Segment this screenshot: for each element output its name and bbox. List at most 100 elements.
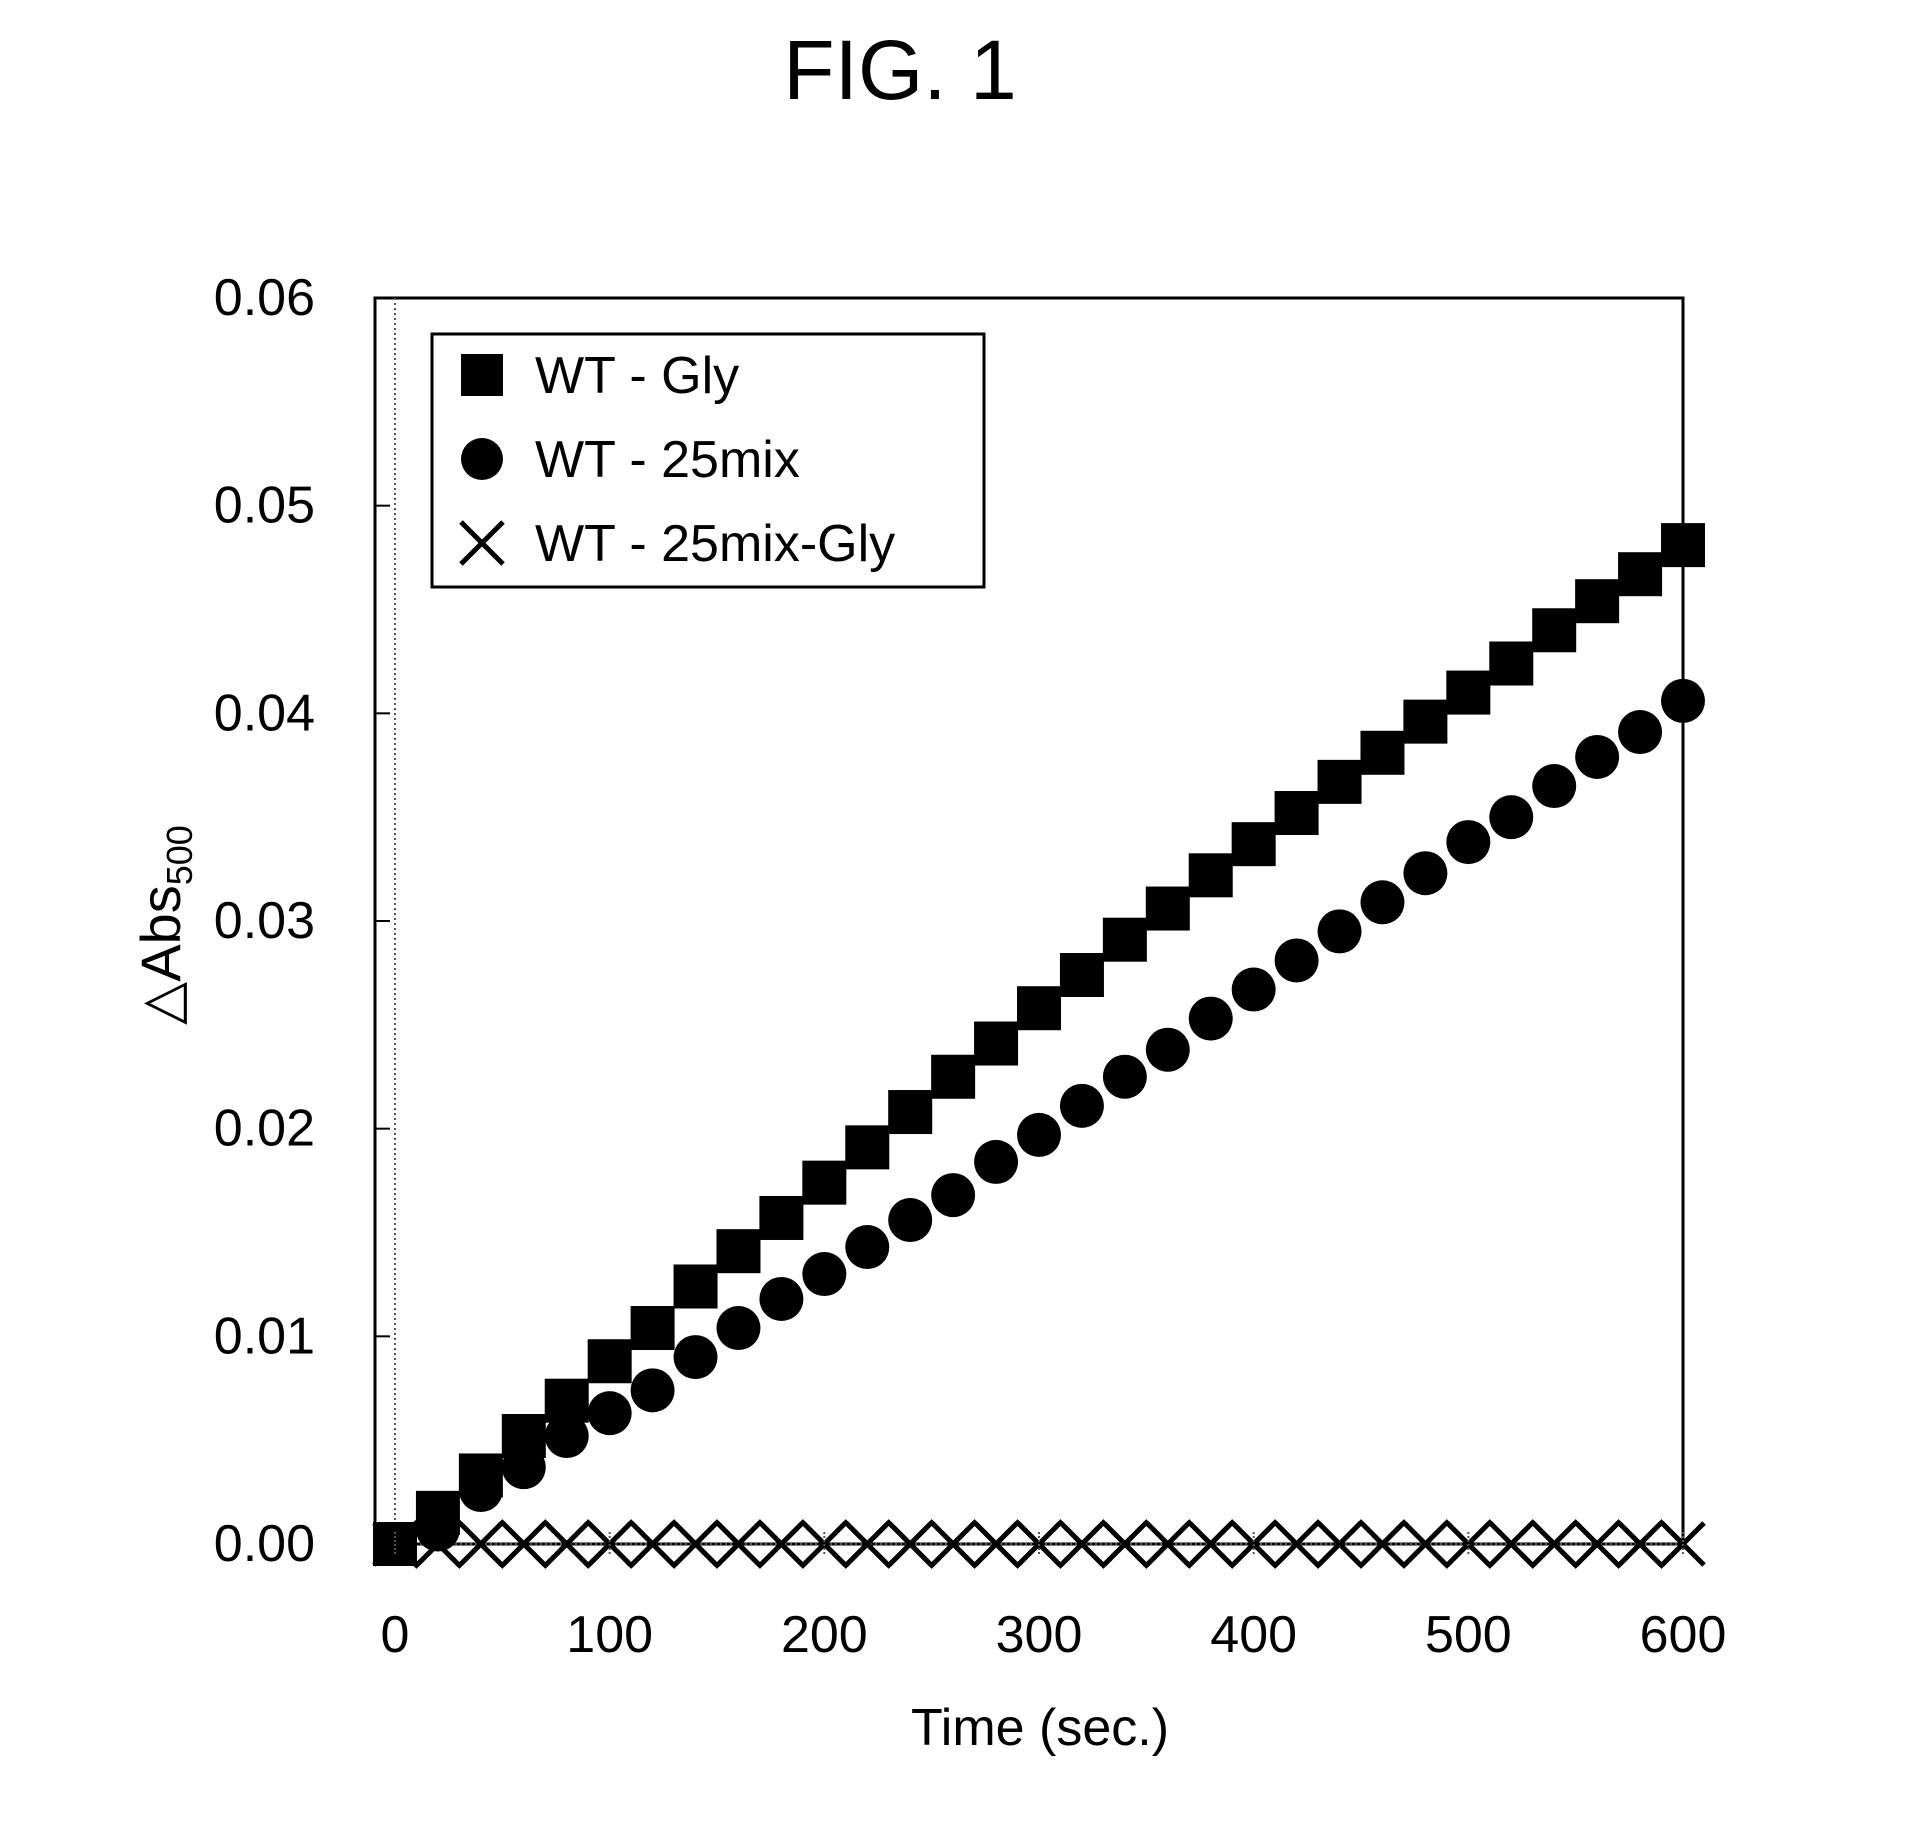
x-tick-label: 600: [1640, 1606, 1727, 1664]
data-point-circle: [1188, 996, 1233, 1041]
x-axis-label: Time (sec.): [911, 1699, 1169, 1757]
data-point-circle: [1017, 1112, 1061, 1157]
data-point-square: [1575, 579, 1620, 624]
data-point-circle: [544, 1414, 589, 1459]
x-tick-label: 400: [1210, 1606, 1297, 1664]
data-point-x: [501, 1521, 547, 1567]
data-point-circle: [974, 1139, 1019, 1184]
data-point-square: [1102, 917, 1147, 962]
data-point-x: [1187, 1521, 1234, 1567]
y-axis-label-main: △Abs: [129, 885, 192, 1025]
data-point-x: [672, 1521, 719, 1567]
data-point-x: [758, 1521, 805, 1567]
data-point-x: [1316, 1521, 1363, 1567]
data-point-circle: [630, 1368, 675, 1413]
x-tick-label: 0: [381, 1606, 410, 1664]
data-point-x-stroke: [1059, 1521, 1105, 1567]
data-point-x-stroke: [629, 1521, 676, 1567]
data-point-x: [1574, 1521, 1620, 1567]
data-point-circle: [1317, 909, 1362, 954]
data-point-x-stroke: [1102, 1521, 1148, 1567]
data-point-circle: [1618, 710, 1663, 755]
data-point-square: [1145, 886, 1190, 931]
tick-labels: 0.00 0.01 0.02 0.03 0.04 0.05 0.06 0 100 200 300 40…: [214, 269, 1727, 1664]
figure-title: FIG. 1: [783, 23, 1017, 117]
data-point-square: [802, 1160, 847, 1205]
data-point-circle: [1231, 967, 1276, 1012]
data-point-circle: [458, 1468, 503, 1513]
data-point-x: [1402, 1521, 1449, 1567]
data-point-circle: [1274, 938, 1319, 983]
data-point-square: [888, 1090, 933, 1135]
data-point-circle: [1403, 851, 1448, 896]
data-point-x-stroke: [1531, 1521, 1577, 1567]
data-point-x: [930, 1521, 976, 1567]
legend-box: [430, 332, 986, 589]
legend-marker-square: [461, 354, 503, 396]
data-point-x-stroke: [672, 1521, 719, 1567]
data-point-x: [1145, 1521, 1191, 1567]
data-point-square: [1618, 552, 1663, 597]
data-point-x: [1488, 1521, 1535, 1567]
data-point-x: [1359, 1521, 1406, 1567]
data-point-x-stroke: [715, 1521, 762, 1567]
data-point-x-stroke: [758, 1521, 805, 1567]
data-point-circle: [1102, 1054, 1147, 1099]
data-point-square: [1317, 759, 1362, 804]
legend: WT - Gly WT - 25mix WT - 25mix-Gly: [430, 332, 986, 589]
legend-marker-x: [459, 520, 505, 566]
legend-marker-x-stroke: [459, 520, 505, 566]
data-point-x: [1531, 1521, 1577, 1567]
data-point-x-stroke: [1402, 1521, 1449, 1567]
x-tick-label: 100: [566, 1606, 653, 1664]
legend-label: WT - Gly: [535, 347, 739, 405]
y-tick-label: 0.02: [214, 1100, 315, 1158]
data-point-x-stroke: [415, 1521, 461, 1567]
data-point-square: [974, 1021, 1019, 1066]
data-point-square: [845, 1125, 890, 1170]
y-axis-label: △Abs500: [129, 825, 200, 1025]
data-point-x: [973, 1521, 1019, 1567]
data-point-x: [887, 1521, 933, 1567]
data-point-x-stroke: [1273, 1521, 1320, 1567]
data-point-circle: [501, 1445, 546, 1490]
data-point-circle: [888, 1198, 933, 1243]
data-point-circle: [415, 1507, 460, 1552]
data-marks: [372, 523, 1706, 1569]
data-point-circle: [716, 1306, 761, 1351]
data-point-x-stroke: [887, 1521, 933, 1567]
data-point-x: [1617, 1521, 1663, 1567]
data-point-square: [1446, 670, 1491, 715]
data-point-x-stroke: [501, 1521, 547, 1567]
data-point-x: [629, 1521, 676, 1567]
data-point-x: [715, 1521, 762, 1567]
x-tick-label: 200: [781, 1606, 868, 1664]
y-tick-label: 0.06: [214, 269, 315, 327]
data-point-square: [1059, 952, 1104, 997]
data-point-circle: [1446, 820, 1491, 865]
data-point-x-stroke: [844, 1521, 891, 1567]
data-point-circle: [845, 1225, 890, 1270]
data-point-x: [1273, 1521, 1320, 1567]
data-point-square: [1274, 791, 1319, 836]
data-point-x-stroke: [973, 1521, 1019, 1567]
data-point-x-stroke: [1145, 1521, 1191, 1567]
data-point-square: [1403, 699, 1448, 744]
data-point-circle: [931, 1173, 976, 1218]
data-point-square: [673, 1264, 718, 1309]
x-tick-label: 500: [1425, 1606, 1512, 1664]
legend-marker-circle: [461, 438, 503, 480]
data-point-square: [630, 1306, 675, 1351]
data-point-circle: [587, 1391, 632, 1436]
data-point-x: [1059, 1521, 1105, 1567]
data-point-circle: [1360, 880, 1405, 925]
data-point-circle: [1489, 795, 1534, 840]
data-point-x: [1102, 1521, 1148, 1567]
data-point-circle: [673, 1335, 718, 1380]
data-point-x-stroke: [1574, 1521, 1620, 1567]
data-point-x-stroke: [1359, 1521, 1406, 1567]
data-point-x-stroke: [1488, 1521, 1535, 1567]
data-point-square: [716, 1229, 761, 1274]
x-tick-label: 300: [996, 1606, 1083, 1664]
